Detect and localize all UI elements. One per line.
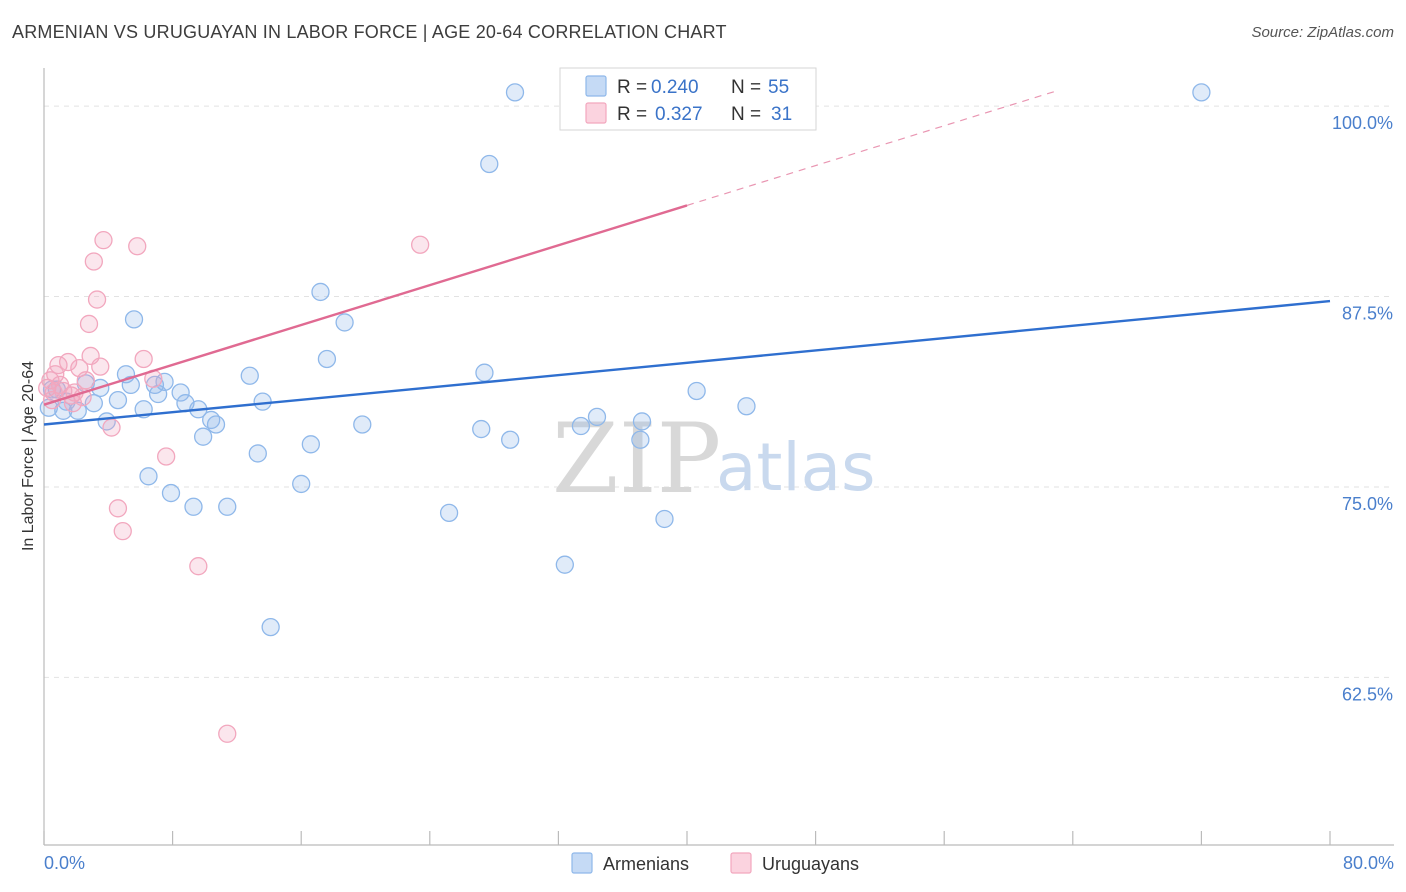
axes <box>43 68 1394 846</box>
armenian-point <box>155 372 174 391</box>
x-tick-label-min: 0.0% <box>44 853 85 873</box>
legend-swatch-uruguayans <box>585 102 607 124</box>
gridlines <box>44 105 1394 678</box>
legend-n-label-armenians: N = <box>731 77 761 98</box>
watermark-atlas: atlas <box>716 429 876 506</box>
legend-r-label-armenians: R = <box>617 77 647 98</box>
armenian-point <box>121 375 140 395</box>
uruguayan-point <box>113 522 132 541</box>
armenian-point <box>472 419 491 439</box>
x-axis-ticks <box>43 831 1331 845</box>
armenian-point <box>311 282 330 302</box>
armenian-point <box>1192 83 1211 102</box>
legend-r-label-uruguayans: R = <box>617 104 647 125</box>
uruguayan-point <box>102 418 121 437</box>
legend-box: R = 0.240 N = 55 R = 0.327 N = 31 <box>559 67 817 131</box>
uruguayan-point <box>46 365 65 384</box>
x-tick-label-max: 80.0% <box>1343 853 1394 873</box>
armenian-point <box>161 483 181 503</box>
uruguayan-point <box>128 237 147 256</box>
armenian-point <box>555 555 574 574</box>
uruguayan-trend-line <box>43 204 688 406</box>
armenian-point <box>184 497 203 516</box>
armenian-point <box>687 381 706 401</box>
armenian-point <box>632 412 652 431</box>
trend-lines <box>43 90 1331 426</box>
armenian-point <box>108 390 128 410</box>
y-tick-label: 87.5% <box>1342 304 1393 324</box>
legend-n-label-uruguayans: N = <box>731 104 761 125</box>
armenian-point <box>439 503 459 523</box>
armenian-point <box>475 363 494 382</box>
armenian-point <box>240 366 259 385</box>
uruguayan-point <box>189 557 208 576</box>
uruguayan-point <box>50 375 70 395</box>
data-points <box>38 83 1211 743</box>
armenian-point <box>261 617 280 637</box>
bottom-legend-swatch-armenians <box>571 852 593 874</box>
armenian-point <box>737 397 756 416</box>
armenian-trend-line <box>43 299 1331 426</box>
y-tick-label: 75.0% <box>1342 494 1393 514</box>
legend-n-value-armenians: 55 <box>768 77 789 98</box>
bottom-legend: Armenians Uruguayans <box>571 852 859 874</box>
armenian-point <box>353 415 372 434</box>
armenian-point <box>505 83 525 102</box>
uruguayan-point <box>411 235 430 254</box>
legend-r-value-armenians: 0.240 <box>651 77 699 98</box>
watermark: ZIP atlas <box>552 403 876 515</box>
armenian-point <box>317 349 337 369</box>
y-axis-tick-labels: 62.5% 75.0% 87.5% 100.0% <box>1332 113 1393 704</box>
bottom-legend-swatch-uruguayans <box>730 852 752 874</box>
source-credit: Source: ZipAtlas.com <box>1251 24 1394 41</box>
armenian-point <box>335 313 354 332</box>
legend-r-value-uruguayans: 0.327 <box>655 104 703 125</box>
bottom-legend-label-uruguayans: Uruguayans <box>762 854 859 874</box>
y-tick-label: 100.0% <box>1332 113 1393 133</box>
armenian-point <box>571 416 591 436</box>
armenian-point <box>218 497 237 516</box>
armenian-point <box>587 407 607 427</box>
armenian-point <box>501 430 520 449</box>
armenian-point <box>655 509 674 529</box>
uruguayan-point <box>218 724 237 743</box>
armenian-point <box>631 430 650 449</box>
legend-swatch-armenians <box>585 75 607 97</box>
uruguayan-point <box>94 231 113 250</box>
uruguayan-point <box>79 314 99 334</box>
armenian-point <box>84 394 103 413</box>
legend-n-value-uruguayans: 31 <box>771 104 792 125</box>
armenian-point <box>480 154 499 174</box>
y-axis-label: In Labor Force | Age 20-64 <box>20 361 37 551</box>
armenian-point <box>206 415 226 434</box>
uruguayan-point <box>108 499 128 518</box>
uruguayan-point <box>87 290 107 309</box>
armenian-point <box>171 383 190 402</box>
armenian-point <box>292 474 311 494</box>
armenian-point <box>139 467 158 486</box>
uruguayan-point <box>58 352 78 372</box>
armenian-point <box>253 392 272 411</box>
armenian-point <box>124 310 144 329</box>
uruguayan-point <box>157 447 176 466</box>
armenian-point <box>193 427 213 446</box>
chart-title: ARMENIAN VS URUGUAYAN IN LABOR FORCE | A… <box>12 22 727 42</box>
y-tick-label: 62.5% <box>1342 684 1393 704</box>
armenian-point <box>248 444 267 463</box>
watermark-zip: ZIP <box>552 403 721 515</box>
bottom-legend-label-armenians: Armenians <box>603 854 689 874</box>
uruguayan-point <box>134 349 153 369</box>
uruguayan-point <box>76 371 95 390</box>
uruguayan-point <box>91 357 110 376</box>
armenian-point <box>301 435 320 454</box>
uruguayan-point <box>84 252 103 271</box>
